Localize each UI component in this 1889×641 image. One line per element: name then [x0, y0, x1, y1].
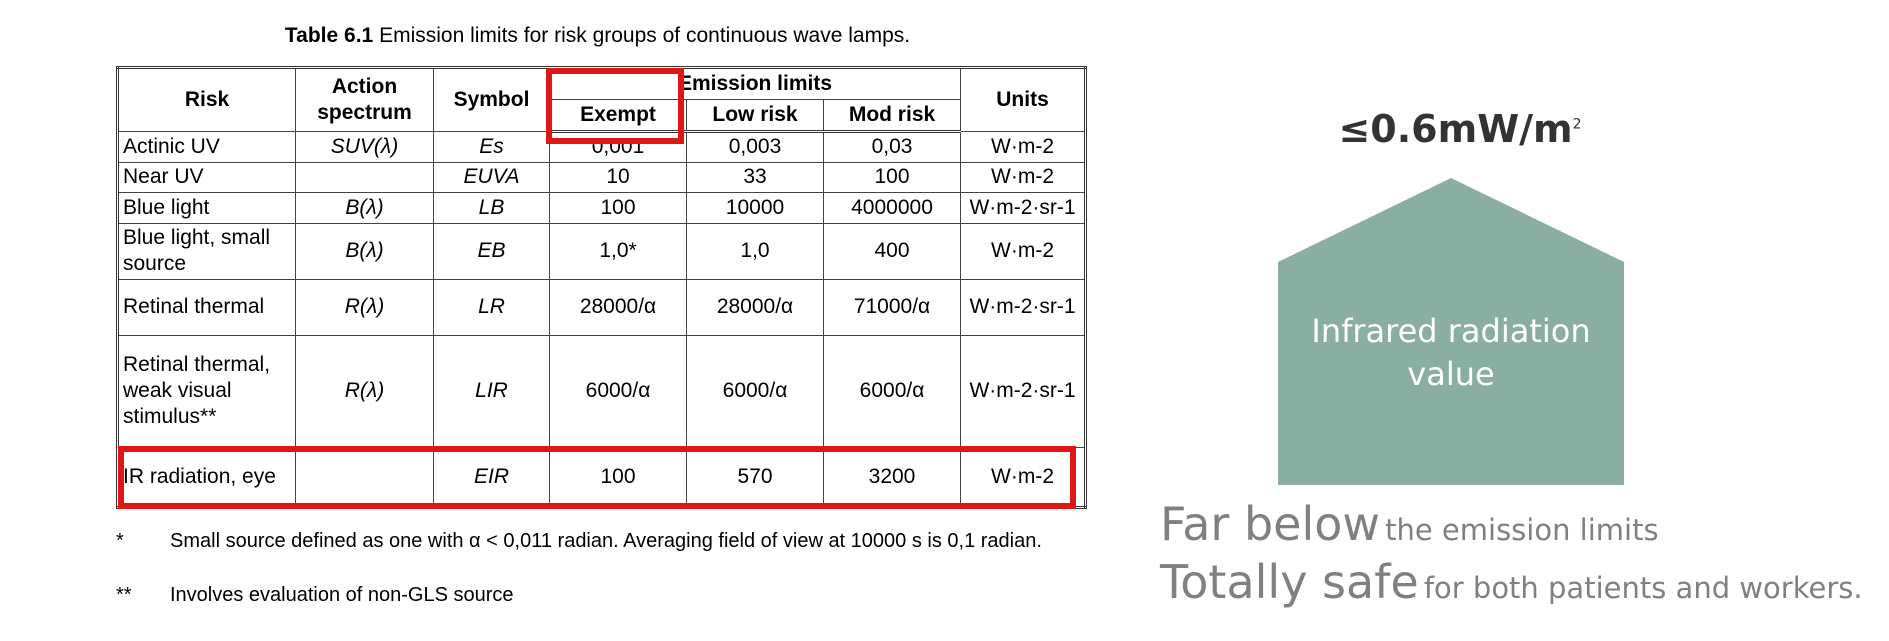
cell-risk: IR radiation, eye: [117, 446, 296, 509]
table-title: Emission limits for risk groups of conti…: [379, 24, 911, 47]
cell-exempt: 100: [549, 192, 687, 224]
ir-row-highlight-box: [118, 446, 1076, 509]
cell-low-risk: 33: [686, 161, 824, 194]
cell-low-risk: 10000: [686, 192, 824, 224]
cell-action: [295, 161, 434, 194]
table-row: Retinal thermal, weak visual stimulus** …: [117, 334, 1087, 448]
exempt-highlight-box: [546, 68, 684, 144]
cell-mod-risk: 6000/α: [822, 334, 962, 448]
cell-action: SUV(λ): [295, 131, 434, 163]
table-row: Actinic UV SUV(λ) Es 0,001 0,003 0,03 W·…: [117, 131, 1087, 163]
cell-exempt: 100: [549, 446, 687, 509]
header-risk: Risk: [117, 67, 296, 132]
cell-low-risk: 570: [686, 446, 824, 509]
cell-exempt: 1,0*: [549, 222, 687, 280]
house-shape: [1278, 178, 1624, 485]
house-polygon: [1278, 178, 1624, 485]
cell-exempt: 0,001: [549, 131, 687, 163]
far-below-big: Far below: [1160, 497, 1381, 551]
cell-action: R(λ): [295, 278, 434, 336]
cell-action: B(λ): [295, 192, 434, 224]
cell-risk: Actinic UV: [117, 131, 296, 163]
cell-units: W·m-2: [960, 446, 1087, 509]
totally-safe-small: for both patients and workers.: [1423, 571, 1863, 605]
cell-units: W·m-2: [960, 222, 1087, 280]
cell-mod-risk: 4000000: [822, 192, 962, 224]
cell-symbol: EB: [433, 222, 550, 280]
header-exempt: Exempt: [549, 99, 687, 133]
footnote: ** Involves evaluation of non-GLS source: [116, 584, 1106, 610]
far-below-line: Far below the emission limits: [1160, 497, 1659, 551]
cell-symbol: EUVA: [433, 161, 550, 194]
cell-risk: Blue light, small source: [117, 222, 296, 280]
cell-mod-risk: 400: [822, 222, 962, 280]
house-label: Infrared radiation value: [1311, 312, 1591, 394]
cell-units: W·m-2·sr-1: [960, 192, 1087, 224]
cell-units: W·m-2: [960, 131, 1087, 163]
cell-units: W·m-2·sr-1: [960, 334, 1087, 448]
table-row: Near UV EUVA 10 33 100 W·m-2: [117, 161, 1087, 194]
cell-units: W·m-2: [960, 161, 1087, 194]
cell-exempt: 6000/α: [549, 334, 687, 448]
cell-low-risk: 6000/α: [686, 334, 824, 448]
cell-exempt: 10: [549, 161, 687, 194]
cell-symbol: LR: [433, 278, 550, 336]
cell-mod-risk: 0,03: [822, 131, 962, 163]
table-row: Retinal thermal R(λ) LR 28000/α 28000/α …: [117, 278, 1087, 336]
header-low-risk: Low risk: [686, 99, 824, 133]
cell-symbol: LIR: [433, 334, 550, 448]
footnote-mark: **: [116, 584, 132, 606]
cell-action: R(λ): [295, 334, 434, 448]
cell-risk: Retinal thermal: [117, 278, 296, 336]
table-row: Blue light, small source B(λ) EB 1,0* 1,…: [117, 222, 1087, 280]
header-units: Units: [960, 67, 1087, 132]
footnote: * Small source defined as one with α < 0…: [116, 530, 1106, 582]
cell-units: W·m-2·sr-1: [960, 278, 1087, 336]
cell-symbol: EIR: [433, 446, 550, 509]
table-caption: Table 6.1 Emission limits for risk group…: [115, 24, 1080, 48]
ir-value: ≤0.6mW/m2: [1300, 107, 1620, 151]
cell-mod-risk: 71000/α: [822, 278, 962, 336]
cell-symbol: Es: [433, 131, 550, 163]
ir-value-number: ≤0.6mW/m: [1338, 107, 1573, 151]
cell-symbol: LB: [433, 192, 550, 224]
far-below-small: the emission limits: [1385, 513, 1659, 547]
table-number: Table 6.1: [284, 24, 374, 47]
totally-safe-big: Totally safe: [1160, 555, 1419, 609]
emission-limits-table: Risk Action spectrum Symbol Emission lim…: [116, 66, 1088, 509]
header-symbol: Symbol: [433, 67, 550, 132]
cell-risk: Blue light: [117, 192, 296, 224]
header-mod-risk: Mod risk: [822, 99, 962, 133]
cell-action: B(λ): [295, 222, 434, 280]
cell-low-risk: 1,0: [686, 222, 824, 280]
header-action-spectrum: Action spectrum: [295, 67, 434, 132]
cell-risk: Near UV: [117, 161, 296, 194]
totally-safe-line: Totally safe for both patients and worke…: [1160, 555, 1863, 609]
cell-exempt: 28000/α: [549, 278, 687, 336]
cell-mod-risk: 100: [822, 161, 962, 194]
ir-value-exponent: 2: [1572, 116, 1582, 133]
cell-risk: Retinal thermal, weak visual stimulus**: [117, 334, 296, 448]
table-row: Blue light B(λ) LB 100 10000 4000000 W·m…: [117, 192, 1087, 224]
footnote-text: Involves evaluation of non-GLS source: [170, 584, 514, 606]
table-row: IR radiation, eye EIR 100 570 3200 W·m-2: [117, 446, 1087, 509]
footnote-mark: *: [116, 530, 124, 552]
cell-low-risk: 0,003: [686, 131, 824, 163]
footnote-text: Small source defined as one with α < 0,0…: [170, 530, 1042, 552]
cell-low-risk: 28000/α: [686, 278, 824, 336]
